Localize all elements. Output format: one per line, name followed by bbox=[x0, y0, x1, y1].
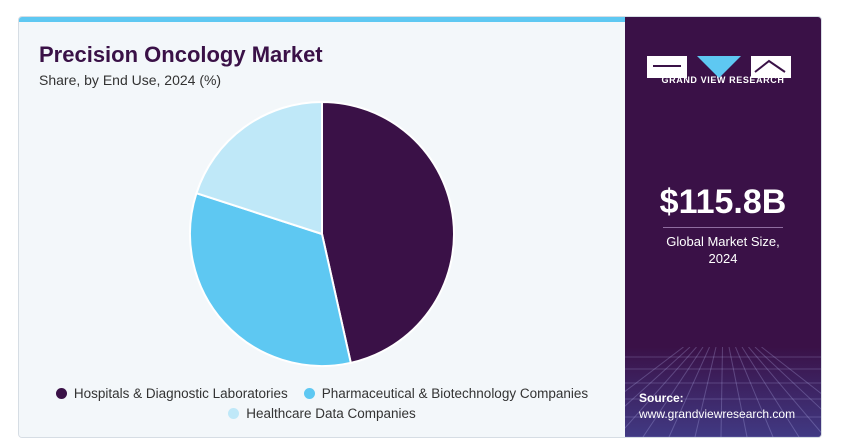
grid-line bbox=[735, 347, 774, 437]
chart-legend: Hospitals & Diagnostic Laboratories Phar… bbox=[19, 383, 625, 423]
chart-panel: Precision Oncology Market Share, by End … bbox=[19, 22, 625, 437]
market-label-line-2: 2024 bbox=[708, 251, 738, 266]
summary-sidebar: GRAND VIEW RESEARCH $115.8B Global Marke… bbox=[625, 17, 821, 437]
legend-label-pharma: Pharmaceutical & Biotechnology Companies bbox=[321, 385, 589, 401]
pie-chart bbox=[189, 100, 455, 367]
chart-title: Precision Oncology Market bbox=[39, 42, 323, 67]
source-block: Source: www.grandviewresearch.com bbox=[639, 390, 795, 422]
grid-line bbox=[761, 347, 821, 394]
accent-bar bbox=[19, 17, 625, 22]
legend-label-healthcare-data: Healthcare Data Companies bbox=[246, 405, 416, 421]
grid-line bbox=[642, 347, 704, 437]
legend-row-1: Hospitals & Diagnostic Laboratories Phar… bbox=[19, 383, 625, 403]
market-label-line-1: Global Market Size, bbox=[666, 234, 780, 249]
grid-line bbox=[720, 347, 723, 437]
decorative-grid-background bbox=[625, 347, 821, 437]
grid-line bbox=[668, 347, 710, 437]
legend-item-hospitals: Hospitals & Diagnostic Laboratories bbox=[55, 385, 288, 401]
grid-line bbox=[754, 347, 821, 410]
chart-subtitle: Share, by End Use, 2024 (%) bbox=[39, 72, 222, 88]
pie-slice-pharma bbox=[189, 191, 352, 367]
legend-item-pharma: Pharmaceutical & Biotechnology Companies bbox=[303, 385, 589, 401]
source-url: www.grandviewresearch.com bbox=[639, 407, 796, 421]
infographic-card: Precision Oncology Market Share, by End … bbox=[18, 16, 822, 438]
grand-view-research-logo bbox=[647, 56, 791, 78]
legend-swatch-pharma bbox=[303, 387, 315, 399]
grid-line bbox=[741, 347, 800, 437]
legend-label-hospitals: Hospitals & Diagnostic Laboratories bbox=[73, 385, 288, 401]
grid-line bbox=[625, 347, 697, 429]
pie-slice-healthcare-data bbox=[195, 100, 323, 236]
grid-line bbox=[748, 347, 821, 434]
pie-slice-hospitals bbox=[321, 100, 455, 365]
brand-name: GRAND VIEW RESEARCH bbox=[661, 75, 785, 85]
legend-row-2: Healthcare Data Companies bbox=[19, 403, 625, 423]
legend-swatch-hospitals bbox=[55, 387, 67, 399]
grid-line bbox=[625, 347, 684, 393]
legend-swatch-healthcare-data bbox=[228, 407, 240, 419]
source-label: Source: bbox=[639, 391, 684, 405]
grid-line bbox=[694, 347, 717, 437]
grid-line bbox=[625, 347, 691, 407]
market-size-label: Global Market Size, 2024 bbox=[625, 233, 821, 267]
legend-item-healthcare-data: Healthcare Data Companies bbox=[228, 406, 416, 421]
decorative-grid-lines bbox=[625, 347, 821, 437]
value-divider bbox=[663, 227, 783, 228]
market-size-value: $115.8B bbox=[659, 183, 787, 221]
grid-line bbox=[728, 347, 748, 437]
